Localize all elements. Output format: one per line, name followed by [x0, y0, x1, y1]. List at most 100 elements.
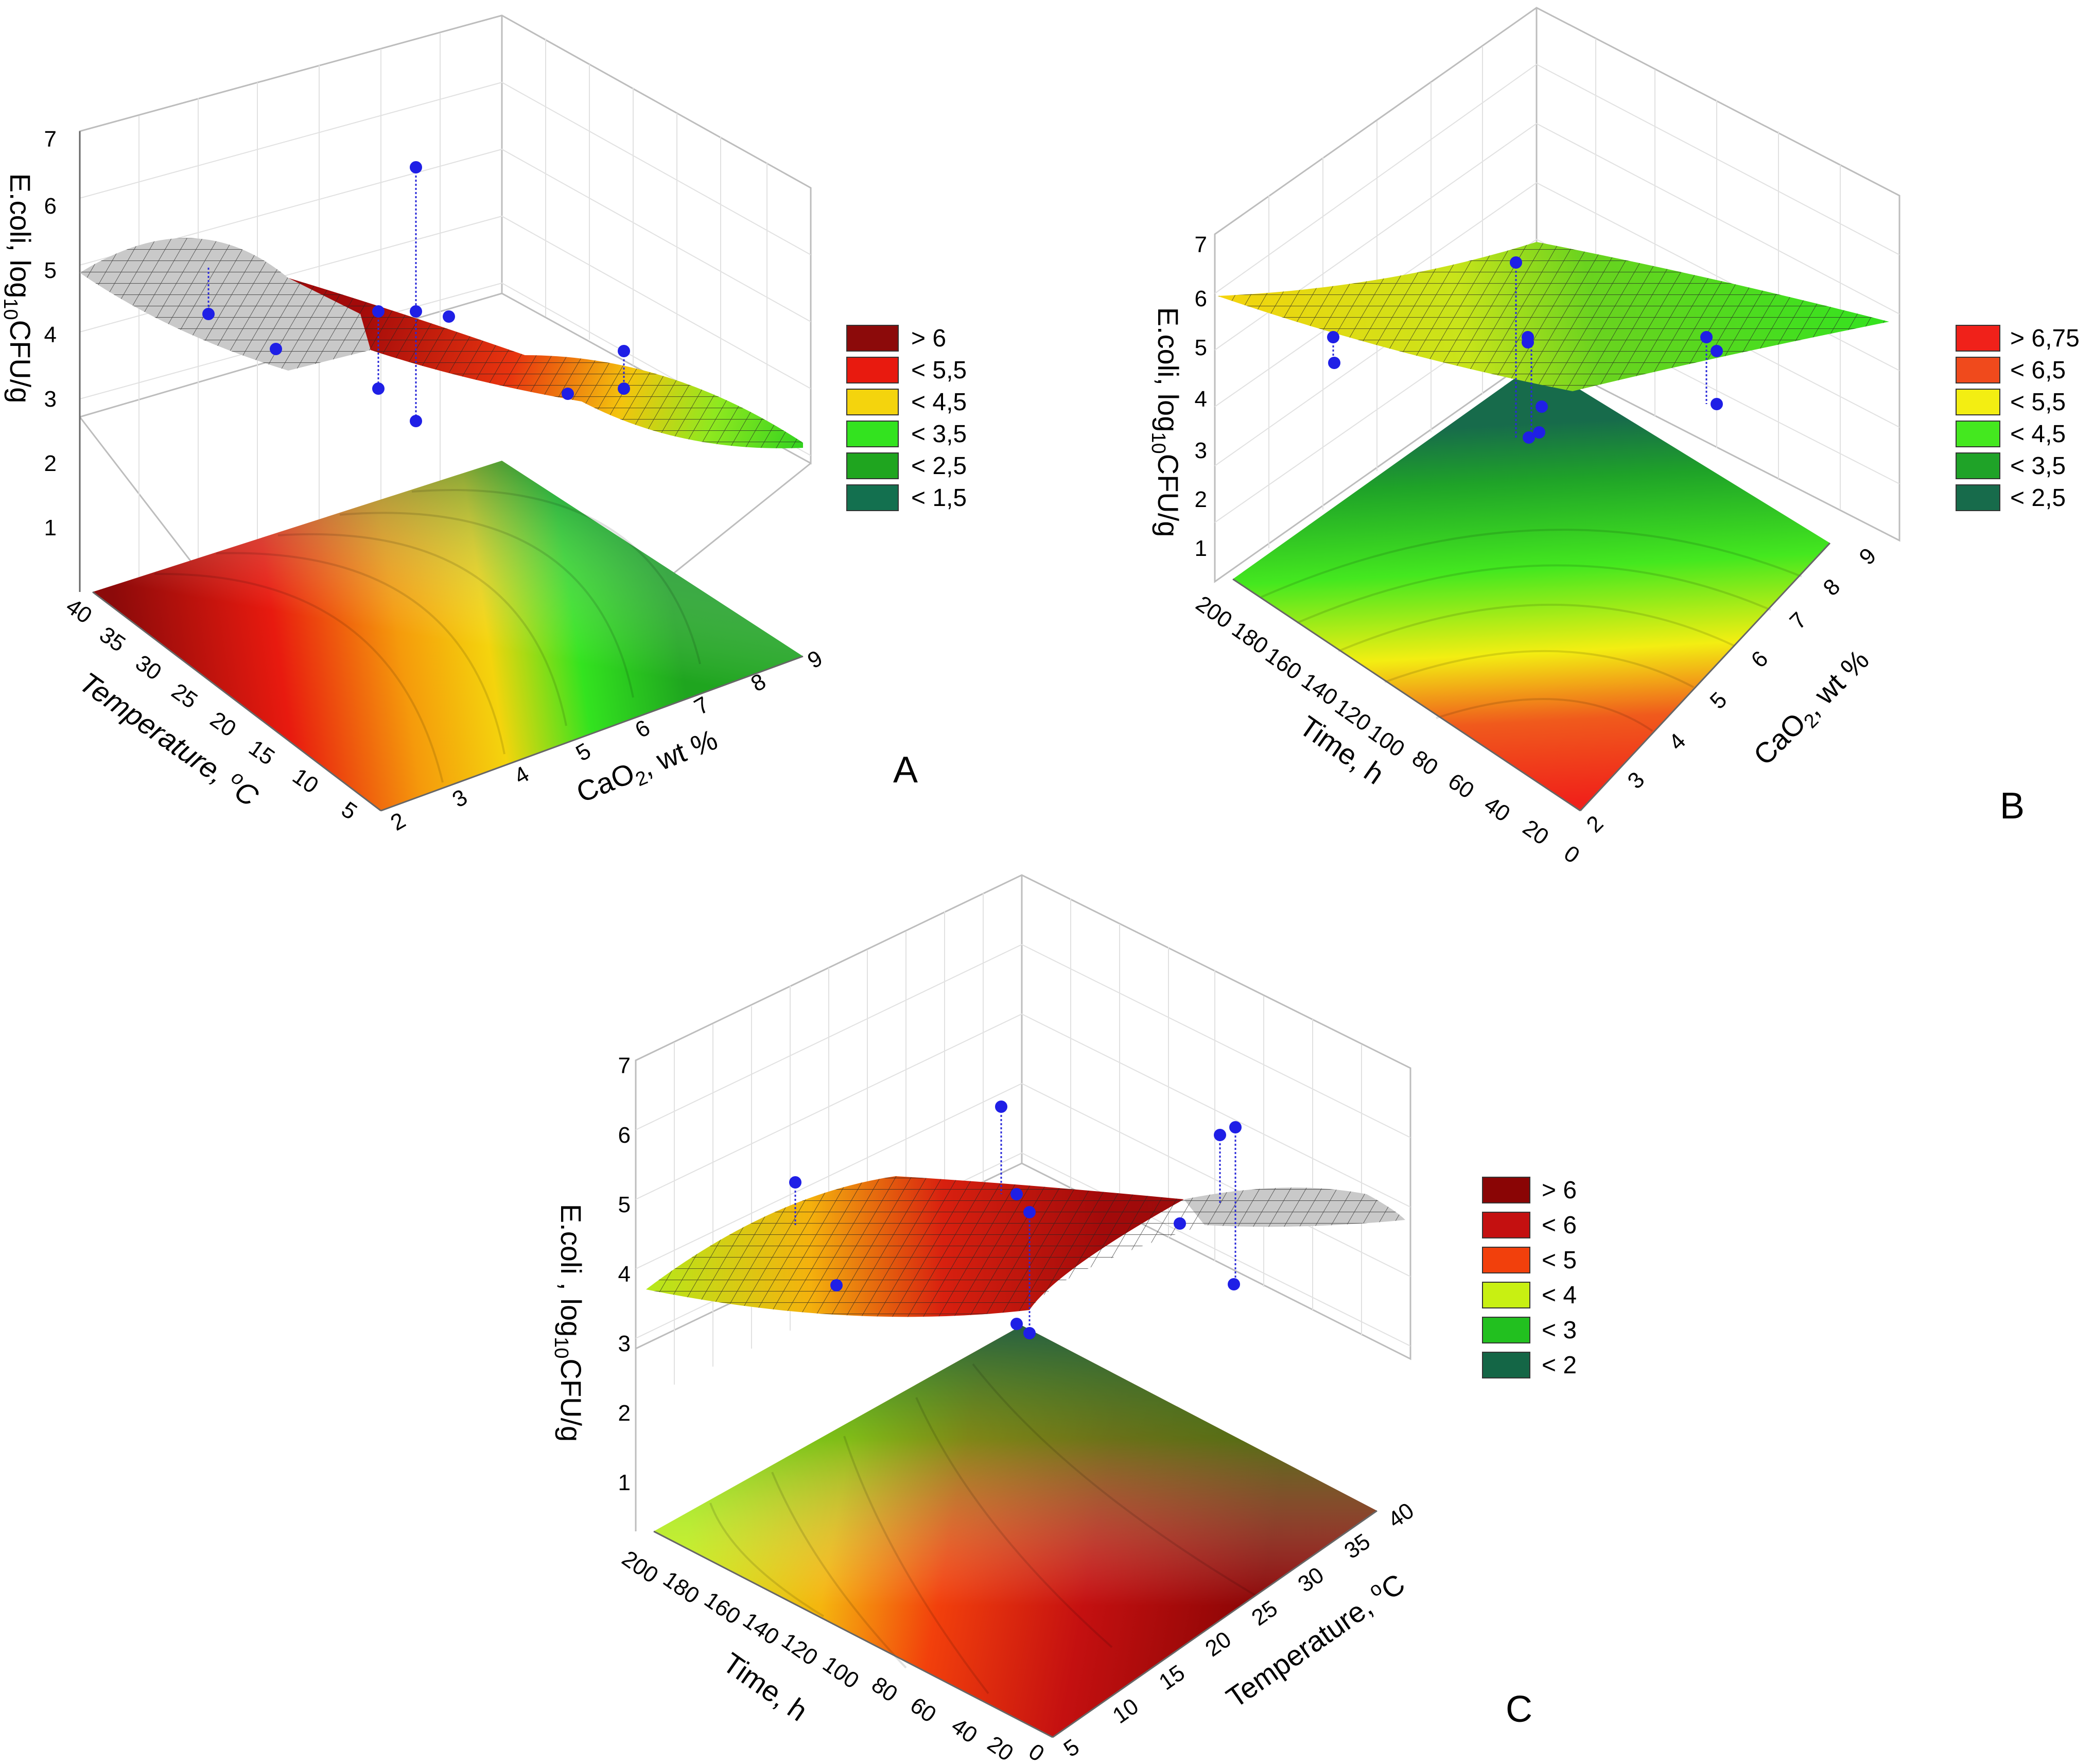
- panel-c-x-tick: 20: [983, 1731, 1018, 1764]
- panel-c-z-axis: 1 2 3 4 5 6 7 E.coli , log10CFU/g: [550, 1053, 631, 1495]
- panel-c-y-tick: 40: [1384, 1498, 1419, 1533]
- panel-c-point: [1229, 1121, 1242, 1133]
- panel-c-x-tick: 140: [738, 1608, 783, 1650]
- panel-a-legend-label: < 4,5: [911, 389, 967, 416]
- panel-b-observed-points: [1327, 256, 1723, 444]
- panel-c-y-tick: 10: [1108, 1693, 1143, 1728]
- panel-a-legend-swatch: [846, 389, 899, 415]
- panel-a-surface-mesh: [80, 238, 803, 448]
- panel-c-legend-label: < 5: [1542, 1247, 1577, 1274]
- panel-c-legend-swatch: [1482, 1317, 1530, 1343]
- panel-b-z-tick: 6: [1195, 286, 1207, 311]
- panel-b-y-tick: 2: [1581, 811, 1608, 837]
- panel-a-legend-swatch: [846, 325, 899, 352]
- panel-b-x-tick: 200: [1191, 591, 1236, 633]
- panel-c-x-tick: 100: [818, 1651, 863, 1693]
- panel-a-x-tick: 10: [288, 763, 323, 798]
- panel-a-contour-floor: [93, 461, 803, 811]
- panel-b-z-tick: 4: [1195, 387, 1207, 412]
- panel-c-legend-swatch: [1482, 1247, 1530, 1273]
- panel-b-point: [1533, 426, 1545, 439]
- panel-b-point: [1328, 357, 1340, 369]
- panel-c-legend-swatch: [1482, 1212, 1530, 1238]
- panel-a-y-tick: 9: [804, 645, 827, 674]
- panel-a-y-tick: 8: [747, 669, 771, 697]
- panel-b-y-tick: 6: [1746, 646, 1773, 673]
- panel-a-letter: A: [893, 749, 918, 791]
- panel-c-legend-swatch: [1482, 1177, 1530, 1203]
- panel-a-legend-label: < 5,5: [911, 357, 967, 384]
- panel-c-z-tick: 5: [618, 1192, 631, 1217]
- panel-b-z-tick: 1: [1195, 536, 1207, 561]
- panel-a-point: [443, 310, 455, 323]
- panel-b-x-tick: 80: [1407, 745, 1442, 780]
- panel-b-contour-floor: [1233, 363, 1830, 811]
- panel-a-legend-swatch: [846, 357, 899, 383]
- panel-c-legend-swatch: [1482, 1282, 1530, 1308]
- panel-b-x-tick: 20: [1518, 815, 1553, 850]
- panel-a-x-axis-line: [92, 591, 381, 812]
- panel-b-point: [1523, 431, 1535, 444]
- panel-c-surface: [646, 1176, 1405, 1317]
- panel-a-y-tick: 4: [510, 761, 534, 790]
- panel-c-z-tick: 6: [618, 1123, 631, 1148]
- panel-b-z-tick: 5: [1195, 335, 1207, 360]
- panel-b-x-tick: 60: [1443, 769, 1478, 804]
- panel-b-x-tick: 0: [1559, 841, 1584, 868]
- panel-c-surface-mesh: [646, 1176, 1405, 1317]
- panel-c-y-axis-line: [1052, 1510, 1377, 1738]
- panel-c-box: [635, 874, 1411, 1531]
- panel-b-legend-swatch: [1956, 452, 2000, 479]
- panel-a-legend-label: > 6: [911, 325, 946, 352]
- panel-a-x-tick: 30: [131, 650, 166, 685]
- panel-b-y-tick: 7: [1785, 607, 1811, 634]
- panel-c-observed-points: [789, 1101, 1242, 1339]
- panel-b-x-tick: 40: [1479, 792, 1514, 827]
- panel-c-gridlines: [635, 893, 1411, 1385]
- panel-c-x-tick: 60: [905, 1692, 940, 1727]
- panel-b-y-tick: 8: [1818, 574, 1845, 601]
- panel-c-point: [1010, 1318, 1023, 1330]
- panel-b-y-tick: 9: [1854, 543, 1881, 570]
- panel-b-legend-swatch: [1956, 325, 2000, 352]
- panel-b-surface-mesh: [1217, 242, 1889, 391]
- panel-c-x-tick: 160: [700, 1587, 745, 1629]
- panel-c-contour-bands: [709, 1363, 1257, 1695]
- panel-b-letter: B: [2000, 785, 2025, 827]
- panel-b-legend-label: < 3,5: [2010, 452, 2066, 480]
- panel-c-legend-label: < 4: [1542, 1282, 1577, 1309]
- panel-b-contour-base: [1233, 363, 1830, 811]
- panel-c-point: [995, 1101, 1007, 1113]
- panel-a-legend-swatch: [846, 421, 899, 447]
- panel-c-legend-label: < 6: [1542, 1212, 1577, 1239]
- panel-c-z-tick: 4: [618, 1262, 631, 1287]
- panel-b-legend-swatch: [1956, 421, 2000, 447]
- panel-c-x-tick: 120: [777, 1628, 822, 1670]
- panel-a-observed-points: [202, 161, 630, 427]
- panel-b-legend-swatch: [1956, 357, 2000, 383]
- panel-b-z-tick: 3: [1195, 438, 1207, 463]
- panel-a-y-tick: 5: [572, 738, 596, 766]
- panel-a-x-tick: 25: [167, 678, 202, 713]
- panel-a-point: [410, 161, 422, 173]
- panel-b-point: [1711, 345, 1723, 357]
- panel-a-point: [270, 343, 282, 355]
- panel-a-legend-swatch: [846, 484, 899, 511]
- panel-b-point: [1700, 331, 1713, 343]
- panel-a-point: [562, 388, 574, 400]
- panel-c-point: [1023, 1206, 1036, 1218]
- panel-a-y-tick: 3: [448, 784, 472, 813]
- panel-b: 1 2 3 4 5 6 7 E.coli, log10CFU/g 200 180…: [1147, 7, 2080, 868]
- panel-a-z-label: E.coli, log10CFU/g: [0, 173, 37, 404]
- panel-a-legend-label: < 3,5: [911, 421, 967, 448]
- panel-c-x-tick: 80: [867, 1672, 902, 1707]
- panel-b-contour-bands: [1261, 529, 1802, 732]
- panel-a-x-tick: 40: [61, 593, 96, 628]
- panel-c-y-tick: 15: [1155, 1660, 1190, 1695]
- panel-a-z-tick: 7: [44, 127, 57, 152]
- panel-c-z-tick: 2: [618, 1401, 631, 1426]
- panel-c-point: [1174, 1217, 1186, 1230]
- panel-a-point: [410, 415, 422, 427]
- panel-c-x-tick: 200: [617, 1546, 662, 1588]
- panel-c-x-tick: 0: [1024, 1739, 1049, 1764]
